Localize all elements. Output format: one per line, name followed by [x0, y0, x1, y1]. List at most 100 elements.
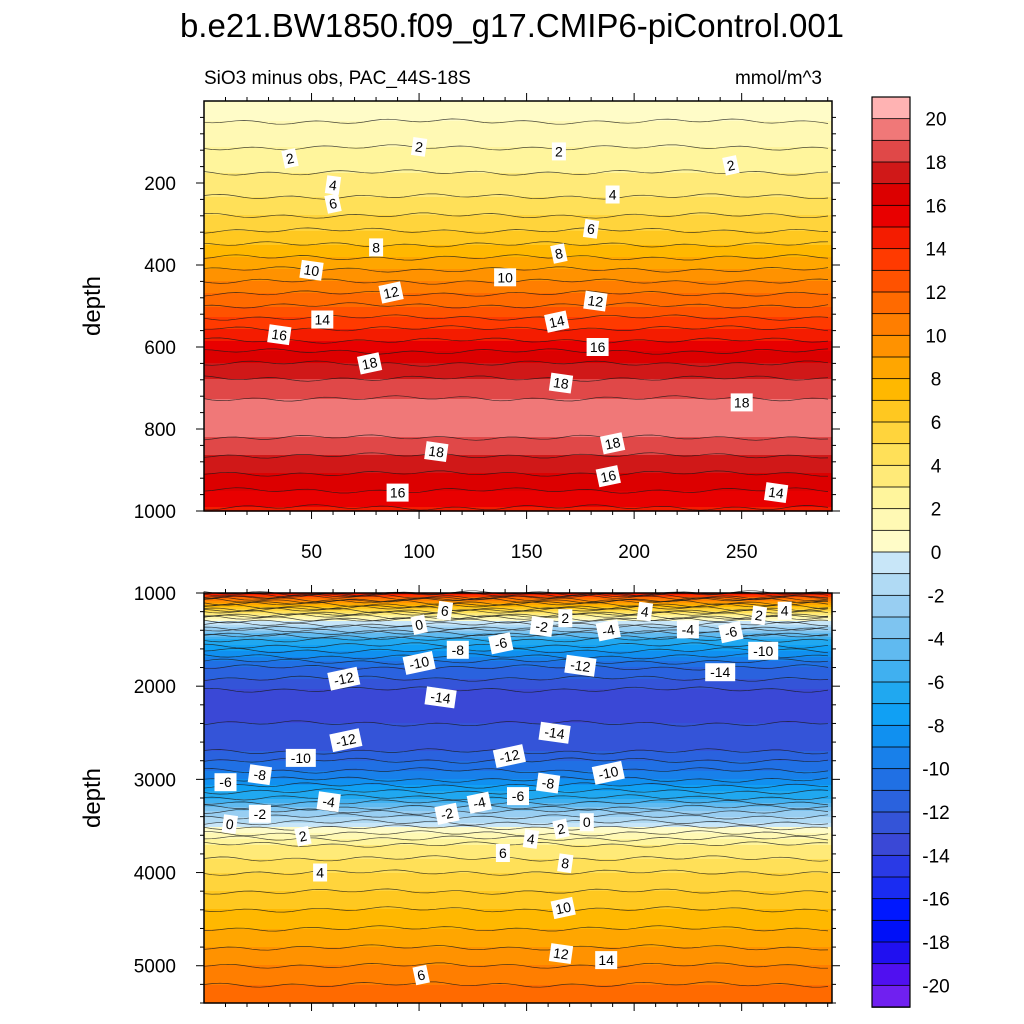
contour-label: 8 [369, 238, 384, 257]
contour-label-text: 6 [328, 195, 339, 212]
y-tick-label: 5000 [134, 957, 176, 978]
field-band [204, 349, 832, 352]
contour-line [203, 337, 829, 344]
field-band [204, 877, 832, 880]
field-band [204, 935, 832, 938]
contour-label: 18 [424, 441, 449, 463]
field-band [204, 473, 832, 476]
field-band [204, 623, 832, 626]
field-band [204, 665, 832, 668]
contour-label-box [434, 802, 460, 825]
contour-label-box [446, 640, 469, 659]
y-tick-label: 400 [144, 256, 176, 277]
field-band [204, 985, 832, 988]
field-band [204, 383, 832, 386]
field-band [204, 231, 832, 234]
contour-line [203, 597, 829, 604]
field-band [204, 191, 832, 194]
field-band [204, 901, 832, 904]
field-band [204, 997, 832, 1000]
y-tick-label: 3000 [134, 770, 176, 791]
field-band [204, 895, 832, 898]
field-band [204, 495, 832, 498]
field-band [204, 365, 832, 368]
field-band [204, 247, 832, 250]
contour-label: 14 [595, 951, 618, 970]
colorbar-swatch [871, 378, 911, 402]
contour-line [203, 981, 829, 988]
y-tick-label: 600 [144, 338, 176, 359]
field-band [204, 317, 832, 320]
contour-label-box [410, 137, 428, 157]
contour-label: 8 [557, 853, 574, 874]
field-band [204, 461, 832, 464]
contour-label-box [529, 616, 554, 637]
contour-line [203, 452, 829, 459]
colorbar-swatch [871, 963, 911, 987]
field-band [204, 441, 832, 444]
field-band [204, 373, 832, 376]
field-band [204, 161, 832, 164]
field-band [204, 151, 832, 154]
field-band [204, 113, 832, 116]
field-band [204, 483, 832, 486]
contour-line [203, 855, 829, 862]
field-band [204, 437, 832, 440]
field-band [204, 341, 832, 344]
field-band [204, 891, 832, 894]
contour-label-box [535, 772, 561, 794]
contour-label-text: 16 [590, 339, 606, 355]
field-band [204, 169, 832, 172]
colorbar-swatch [871, 551, 911, 575]
contour-label-box [522, 829, 540, 849]
colorbar-swatch [871, 183, 911, 207]
top-panel-axes: 50 100 150 200 250 200 400 600 800 1000 [134, 93, 840, 563]
field-band [204, 781, 832, 784]
contour-label-box [412, 964, 430, 986]
field-band [204, 881, 832, 884]
field-band [204, 115, 832, 118]
field-band [204, 351, 832, 354]
field-band [204, 871, 832, 874]
contour-label-text: 14 [547, 312, 566, 331]
contour-label: -12 [327, 666, 361, 691]
contour-label-text: 12 [552, 945, 570, 963]
contour-label-box [558, 609, 573, 628]
field-band [204, 627, 832, 630]
contour-line [203, 611, 829, 618]
field-band [204, 487, 832, 490]
field-band [204, 833, 832, 836]
contour-line [203, 504, 829, 511]
contour-label: 12 [378, 281, 404, 304]
field-band [204, 103, 832, 106]
contour-label: -4 [676, 620, 699, 639]
colorbar-label: -14 [922, 846, 950, 867]
y-tick-label: 800 [144, 420, 176, 441]
colorbar-swatch [871, 399, 911, 423]
contour-label: -14 [424, 686, 457, 709]
field-band [204, 785, 832, 788]
field-band [204, 501, 832, 504]
contour-label-text: 4 [526, 831, 536, 848]
field-band [204, 617, 832, 620]
colorbar-swatch [871, 984, 911, 1008]
field-band [204, 883, 832, 886]
contour-line [203, 375, 829, 382]
field-band [204, 929, 832, 932]
y-tick-label: 4000 [134, 864, 176, 885]
contour-label-box [557, 853, 574, 874]
colorbar-swatch [871, 269, 911, 293]
colorbar-swatch [871, 616, 911, 640]
contour-label-text: 12 [587, 292, 605, 310]
contour-label-box [402, 650, 436, 675]
field-band [204, 107, 832, 110]
contour-label-text: 0 [225, 816, 235, 833]
field-band [204, 173, 832, 176]
field-band [204, 295, 832, 298]
field-band [204, 229, 832, 232]
field-band [204, 331, 832, 334]
contour-label-box [294, 825, 312, 847]
contour-label-text: 6 [416, 966, 427, 983]
colorbar-label: -20 [922, 976, 949, 997]
field-band [204, 765, 832, 768]
